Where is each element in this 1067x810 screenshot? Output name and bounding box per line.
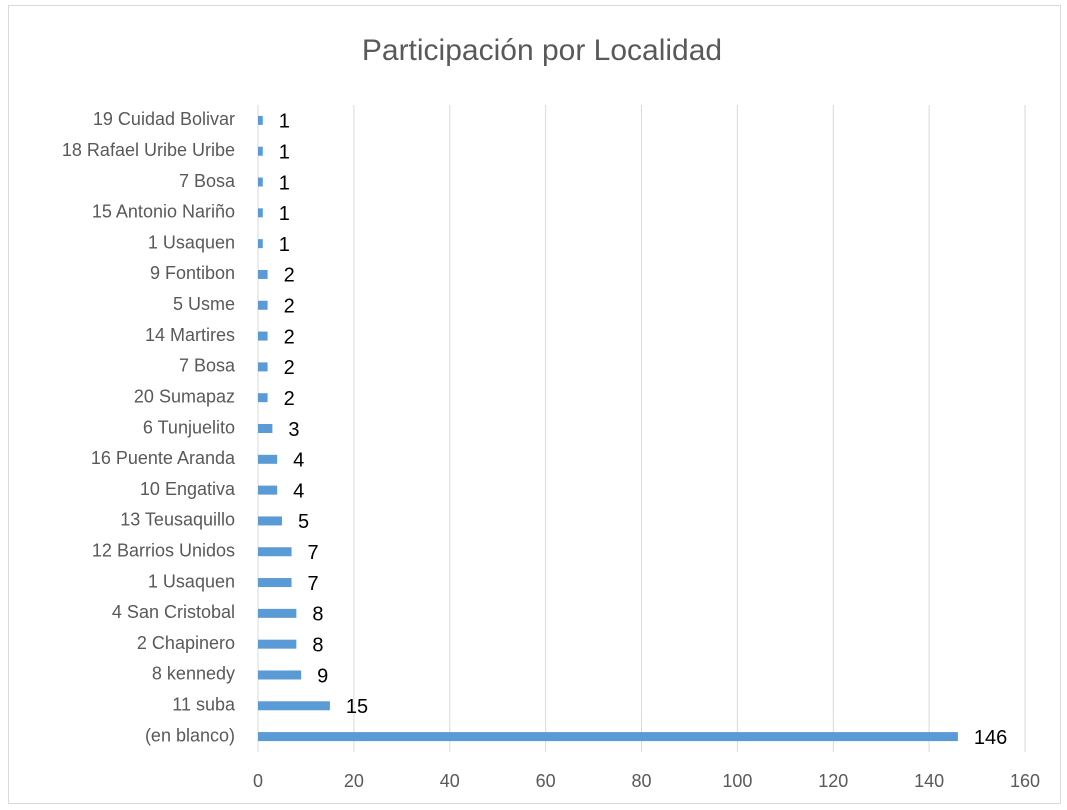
bar — [258, 424, 273, 433]
bar — [258, 454, 278, 464]
bar — [258, 115, 263, 125]
data-label: 5 — [298, 511, 309, 533]
y-tick-label: 10 Engativa — [140, 479, 236, 499]
bar — [258, 269, 268, 279]
bar — [258, 670, 302, 680]
bar — [258, 362, 268, 372]
x-tick-label: 100 — [722, 771, 752, 791]
x-tick-label: 40 — [440, 771, 460, 791]
bar — [258, 732, 958, 742]
data-label: 1 — [279, 141, 290, 163]
data-label: 1 — [279, 234, 290, 256]
y-tick-label: 18 Rafael Uribe Uribe — [62, 140, 235, 160]
x-tick-label: 20 — [344, 771, 364, 791]
bar — [258, 701, 330, 711]
y-tick-label: 6 Tunjuelito — [143, 417, 235, 437]
data-label: 1 — [279, 203, 290, 225]
data-label: 9 — [317, 665, 328, 687]
bar — [258, 146, 263, 156]
data-label: 7 — [308, 542, 319, 564]
bar — [258, 239, 263, 249]
x-tick-label: 160 — [1010, 771, 1040, 791]
y-tick-label: 20 Sumapaz — [134, 386, 235, 406]
x-tick-label: 0 — [253, 771, 263, 791]
bar — [258, 331, 268, 341]
bar — [258, 208, 263, 218]
bar — [258, 608, 297, 618]
y-tick-label: (en blanco) — [145, 725, 235, 745]
x-tick-label: 140 — [914, 771, 944, 791]
bar — [258, 393, 268, 403]
data-label: 2 — [284, 296, 295, 318]
chart-title: Participación por Localidad — [362, 34, 722, 67]
bar — [258, 516, 282, 526]
y-tick-label: 14 Martires — [145, 325, 235, 345]
y-tick-label: 2 Chapinero — [137, 633, 235, 653]
bar — [258, 177, 263, 187]
y-tick-label: 19 Cuidad Bolivar — [93, 109, 235, 129]
y-tick-label: 15 Antonio Nariño — [92, 202, 235, 222]
data-label: 2 — [284, 357, 295, 379]
data-label: 15 — [346, 696, 368, 718]
data-label: 7 — [308, 573, 319, 595]
y-tick-label: 1 Usaquen — [148, 571, 235, 591]
y-tick-label: 8 kennedy — [152, 664, 235, 684]
data-label: 2 — [284, 326, 295, 348]
x-tick-label: 120 — [818, 771, 848, 791]
bar — [258, 578, 292, 588]
data-label: 8 — [312, 634, 323, 656]
data-label: 4 — [293, 480, 304, 502]
data-label: 146 — [974, 727, 1007, 749]
data-label: 3 — [288, 419, 299, 441]
data-label: 2 — [284, 265, 295, 287]
y-tick-label: 11 suba — [172, 695, 236, 715]
chart-border — [8, 5, 1061, 804]
y-tick-label: 7 Bosa — [179, 356, 236, 376]
y-tick-label: 9 Fontibon — [150, 263, 235, 283]
data-label: 1 — [279, 172, 290, 194]
x-tick-label: 80 — [631, 771, 651, 791]
y-tick-label: 16 Puente Aranda — [91, 448, 236, 468]
x-tick-label: 60 — [536, 771, 556, 791]
y-tick-label: 5 Usme — [173, 294, 235, 314]
bar — [258, 485, 278, 495]
y-tick-label: 13 Teusaquillo — [120, 510, 235, 530]
y-tick-label: 12 Barrios Unidos — [92, 540, 235, 560]
bar — [258, 639, 297, 649]
y-tick-label: 7 Bosa — [179, 171, 236, 191]
data-label: 1 — [279, 111, 290, 133]
data-label: 4 — [293, 450, 304, 472]
y-tick-label: 4 San Cristobal — [112, 602, 235, 622]
data-label: 8 — [312, 604, 323, 626]
data-label: 2 — [284, 388, 295, 410]
y-tick-label: 1 Usaquen — [148, 232, 235, 252]
bar — [258, 300, 268, 310]
bar — [258, 547, 292, 557]
